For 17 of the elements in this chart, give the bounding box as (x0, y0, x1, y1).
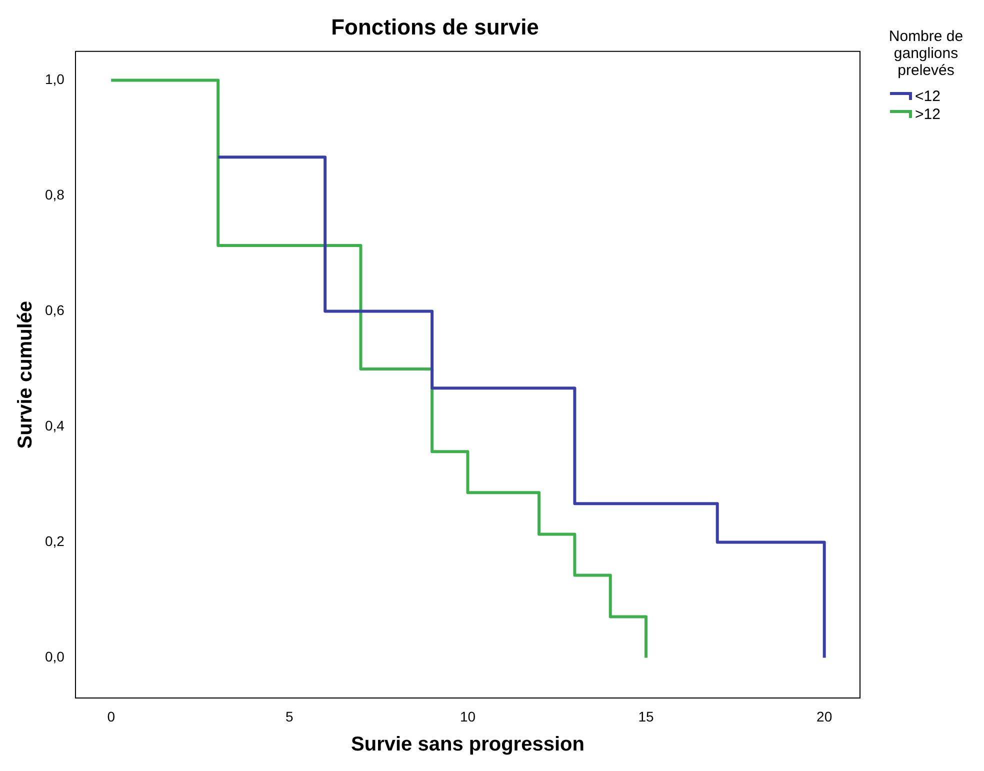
y-tick-label: 0,8 (44, 186, 65, 203)
x-tick-label: 20 (816, 708, 832, 724)
y-axis-title: Survie cumulée (14, 300, 37, 449)
x-tick-label: 0 (107, 708, 116, 724)
y-tick-label: 0,4 (44, 418, 65, 434)
legend-label: <12 (915, 88, 940, 104)
chart-title: Fonctions de survie (331, 14, 539, 40)
legend-label: >12 (915, 106, 940, 122)
y-tick-label: 0,2 (44, 533, 65, 550)
y-tick-label: 1,0 (44, 71, 65, 88)
legend-title: Nombre de ganglions prelevés (888, 28, 964, 79)
x-tick-label: 10 (460, 708, 476, 724)
x-axis-title: Survie sans progression (351, 734, 584, 756)
x-tick-label: 15 (638, 708, 654, 724)
y-tick-label: 0,0 (44, 648, 65, 665)
y-tick-label: 0,6 (44, 302, 65, 318)
x-tick-label: 5 (286, 708, 294, 724)
